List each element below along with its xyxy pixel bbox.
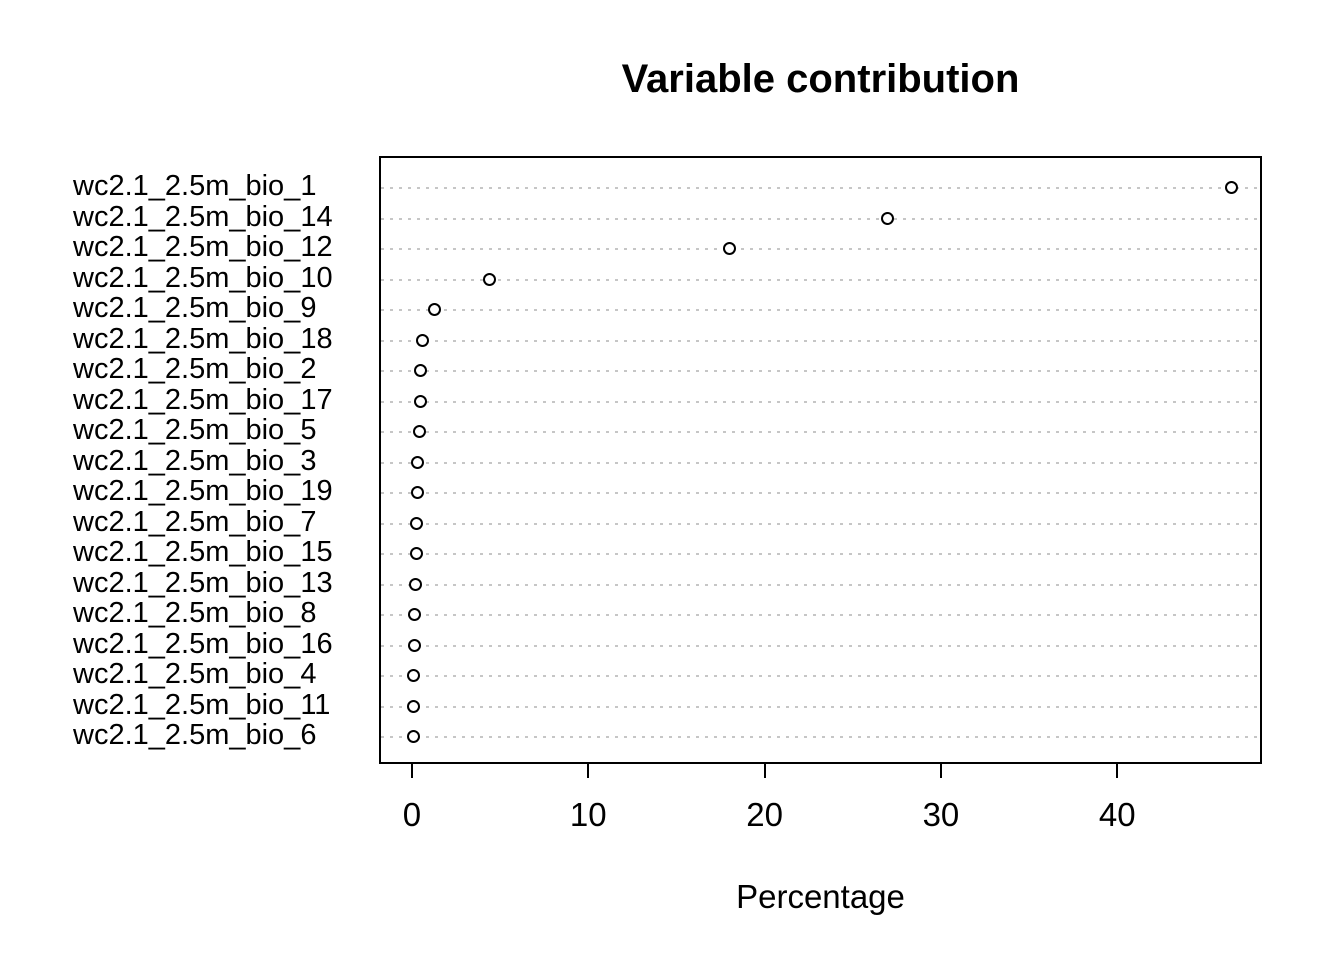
grid-line [381,705,1260,708]
grid-line [381,583,1260,586]
data-point [414,364,428,377]
grid-line [381,461,1260,464]
y-axis-label: wc2.1_2.5m_bio_11 [73,688,331,721]
grid-line [381,187,1260,189]
x-tick-label: 30 [922,796,960,833]
y-axis-label: wc2.1_2.5m_bio_1 [73,170,317,202]
grid-line [381,309,1260,311]
x-tick-mark [410,764,413,778]
x-tick-label: 20 [746,796,783,833]
grid-line [381,675,1260,677]
grid-line [381,644,1260,647]
data-point [411,455,425,469]
y-axis-label: wc2.1_2.5m_bio_8 [73,597,317,629]
y-axis-label: wc2.1_2.5m_bio_12 [73,231,333,263]
x-axis-title: Percentage [736,878,905,915]
chart-title: Variable contribution [621,57,1020,101]
grid-line [381,522,1260,525]
data-point [407,608,421,621]
x-tick-mark [939,764,942,778]
x-tick-label: 0 [402,796,422,833]
y-axis-label: wc2.1_2.5m_bio_5 [73,414,317,446]
data-point [482,272,496,286]
grid-line [381,278,1260,281]
y-axis-label: wc2.1_2.5m_bio_17 [73,383,333,416]
data-point [407,669,421,682]
grid-line [381,736,1260,738]
data-point [410,547,424,560]
y-axis-label: wc2.1_2.5m_bio_9 [73,292,317,324]
data-point [881,211,895,225]
y-axis-label: wc2.1_2.5m_bio_4 [73,658,317,690]
plot-area [379,156,1262,764]
grid-line [381,614,1260,616]
data-point [408,577,422,591]
data-point [413,425,427,438]
y-axis-label: wc2.1_2.5m_bio_15 [73,536,333,568]
x-tick-label: 10 [569,796,607,833]
grid-line [381,492,1260,494]
grid-line [381,553,1260,555]
data-point [411,486,425,499]
x-tick-mark [763,764,766,778]
data-point [407,638,421,652]
y-axis-label: wc2.1_2.5m_bio_6 [73,719,317,751]
grid-line [381,431,1260,433]
x-tick-mark [587,764,590,778]
data-point [1225,181,1239,194]
data-point [415,333,429,347]
data-point [428,303,442,316]
y-axis-label: wc2.1_2.5m_bio_14 [73,200,333,233]
y-axis-label: wc2.1_2.5m_bio_3 [73,444,317,477]
grid-line [381,248,1260,250]
data-point [406,730,420,743]
data-point [410,516,424,530]
y-axis-label: wc2.1_2.5m_bio_10 [73,261,333,294]
y-axis-label: wc2.1_2.5m_bio_16 [73,627,333,660]
grid-line [381,339,1260,342]
data-point [414,394,428,408]
grid-line [381,217,1260,220]
y-axis-label: wc2.1_2.5m_bio_2 [73,353,317,385]
data-point [407,699,421,713]
x-tick-mark [1116,764,1119,778]
y-axis-label: wc2.1_2.5m_bio_13 [73,566,333,599]
y-axis-label: wc2.1_2.5m_bio_19 [73,475,333,507]
y-axis-label: wc2.1_2.5m_bio_18 [73,322,333,355]
x-tick-label: 40 [1098,796,1136,833]
grid-line [381,370,1260,372]
data-point [722,242,736,255]
grid-line [381,400,1260,403]
y-axis-label: wc2.1_2.5m_bio_7 [73,505,317,538]
